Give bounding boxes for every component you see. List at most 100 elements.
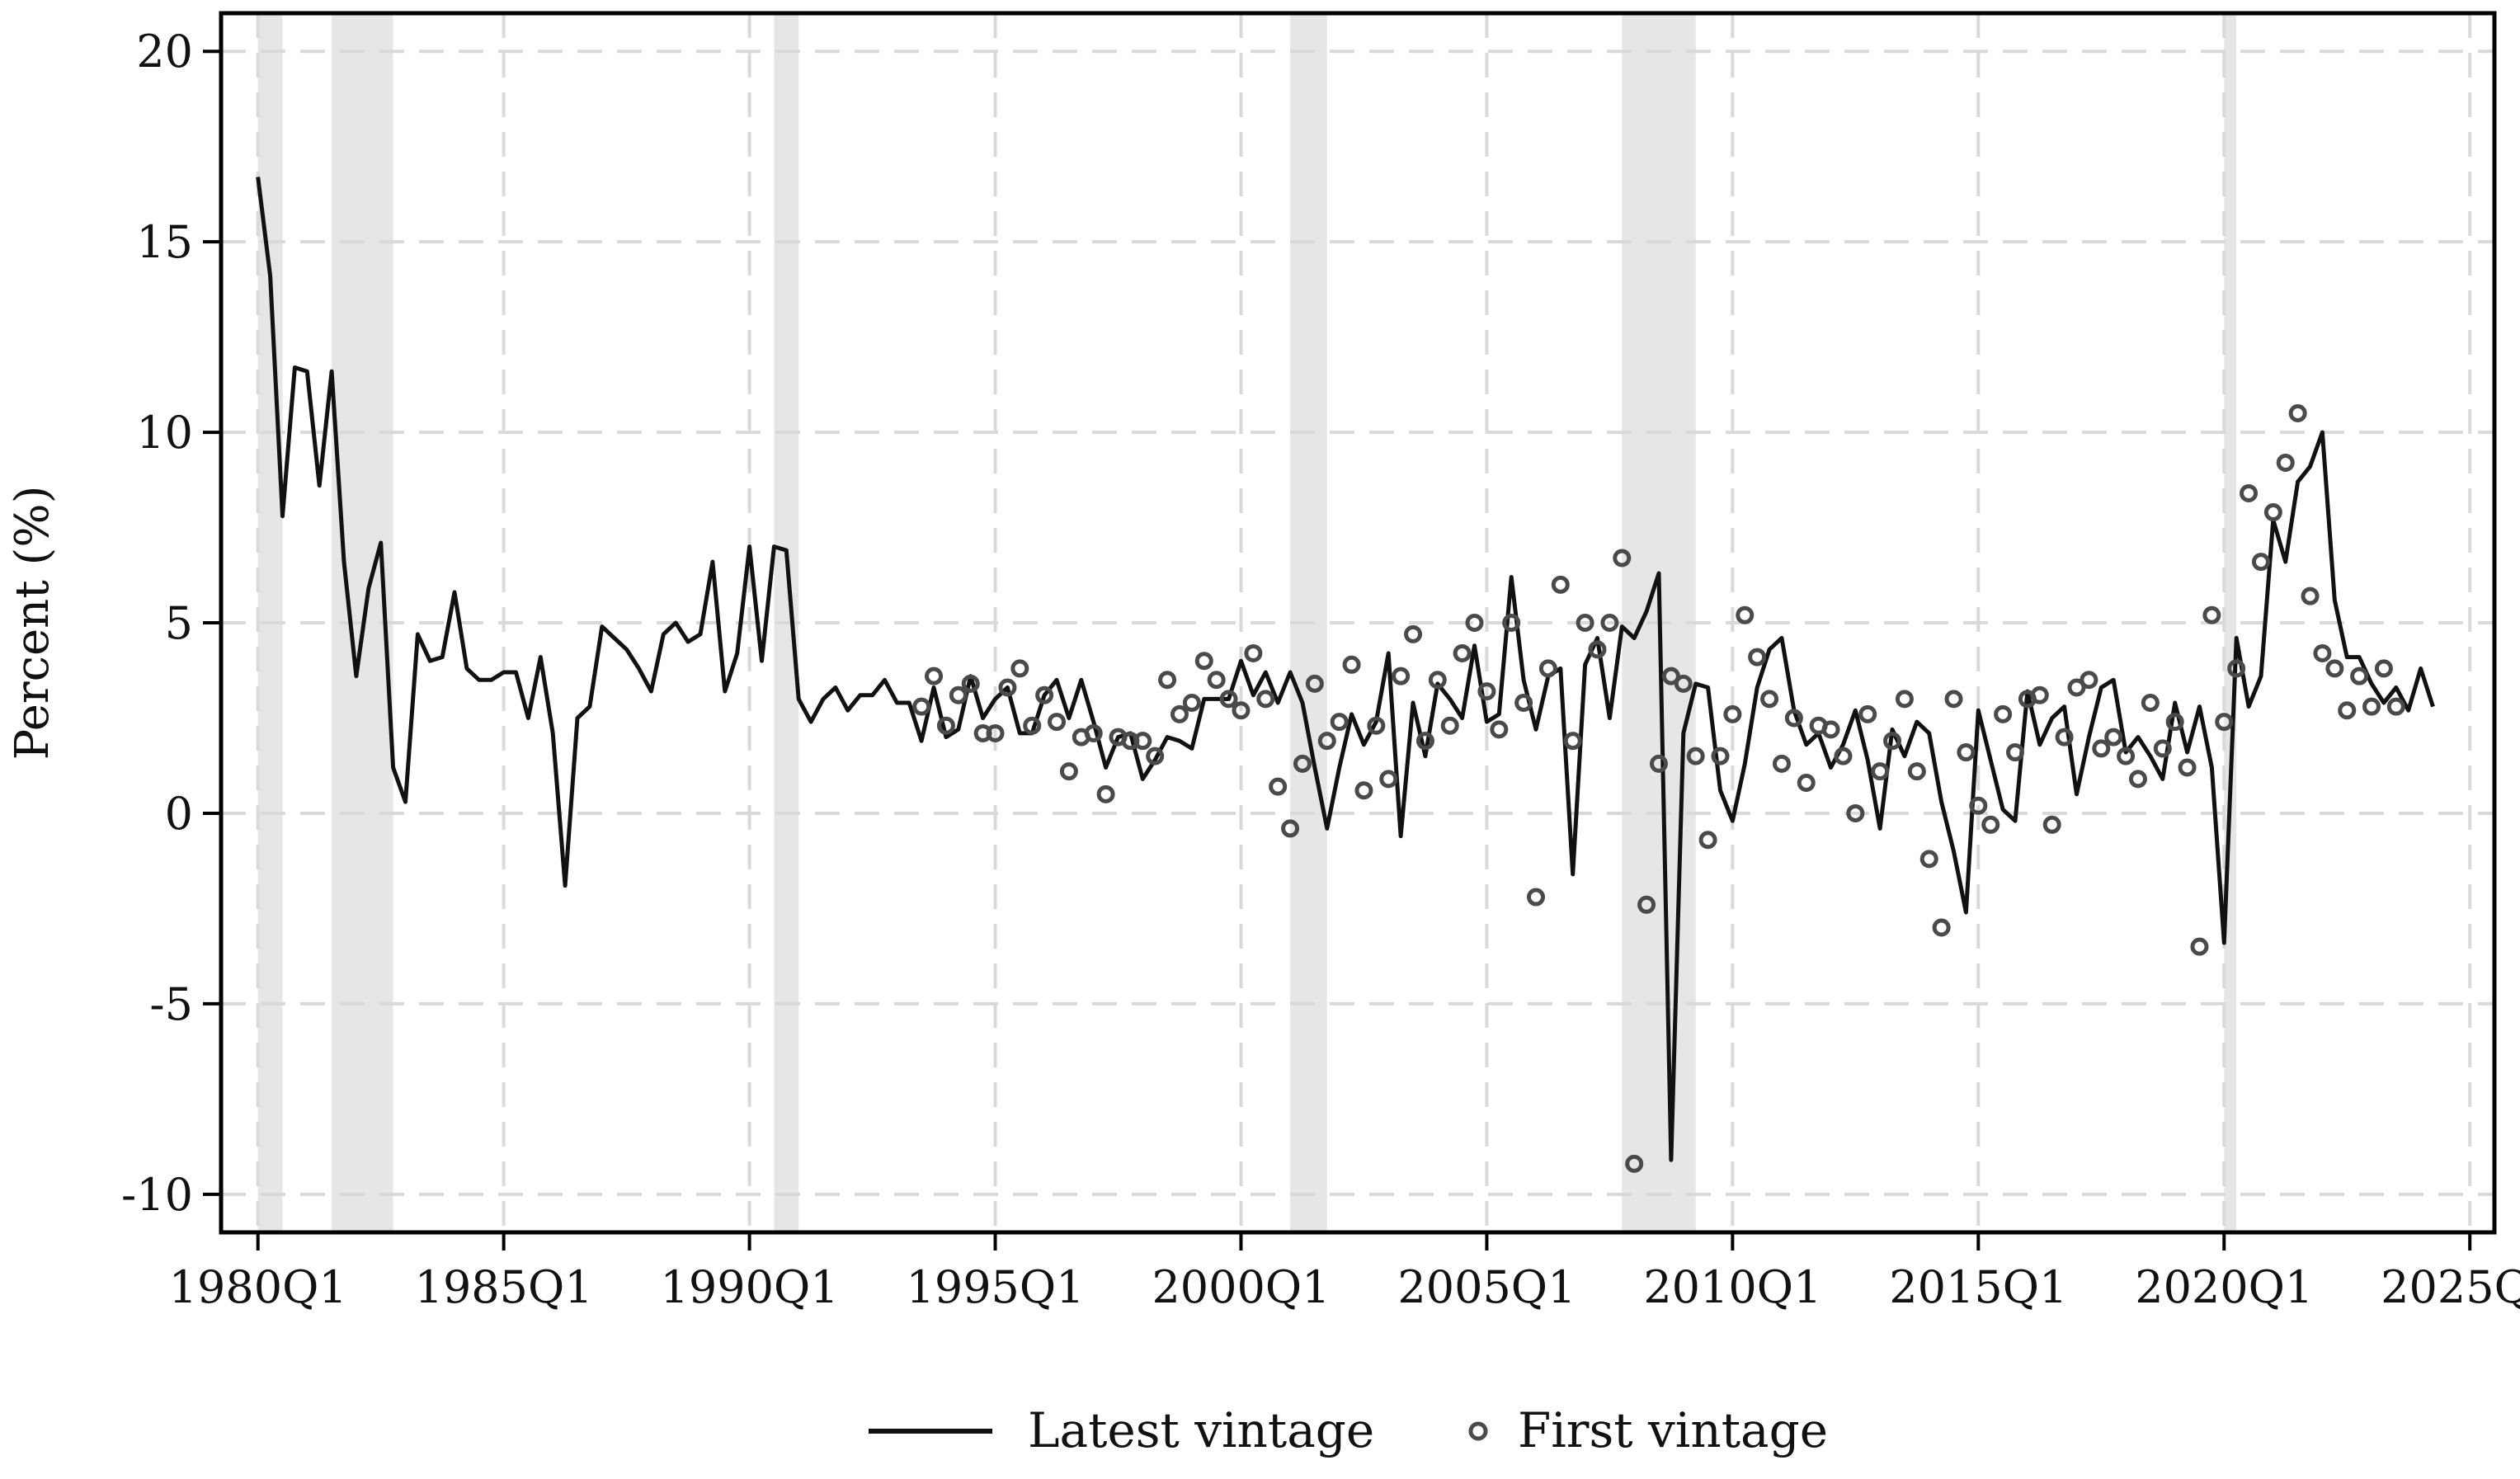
data-point-first-vintage <box>1465 614 1484 632</box>
data-point-first-vintage <box>1219 690 1238 709</box>
data-point-first-vintage <box>1969 796 1988 815</box>
data-point-first-vintage <box>1182 693 1201 712</box>
data-point-first-vintage <box>1035 685 1054 704</box>
data-point-first-vintage <box>1723 704 1742 723</box>
y-tick-label: 15 <box>136 216 193 268</box>
data-point-first-vintage <box>1354 781 1373 800</box>
data-point-first-vintage <box>1477 682 1496 701</box>
data-point-first-vintage <box>1514 693 1533 712</box>
data-point-first-vintage <box>1158 671 1177 690</box>
data-point-first-vintage <box>1919 850 1938 869</box>
y-tick-label: 20 <box>136 26 193 78</box>
data-point-first-vintage <box>1932 918 1951 937</box>
data-point-first-vintage <box>1588 640 1607 659</box>
data-point-first-vintage <box>1415 732 1434 751</box>
y-axis: 20 15 10 5 0 -5 -10 <box>121 26 221 1221</box>
data-point-first-vintage <box>1330 713 1349 732</box>
data-point-first-vintage <box>1551 575 1570 594</box>
data-point-first-vintage <box>2313 643 2332 662</box>
data-point-first-vintage <box>1613 549 1632 568</box>
data-point-first-vintage <box>2374 659 2393 678</box>
x-axis: 1980Q1 1985Q1 1990Q1 1995Q1 2000Q1 2005Q1 2010… <box>169 1232 2520 1313</box>
data-point-first-vintage <box>998 678 1017 697</box>
data-point-first-vintage <box>1563 732 1582 751</box>
x-tick-label: 2020Q1 <box>2135 1261 2313 1313</box>
data-point-first-vintage <box>2141 693 2160 712</box>
data-point-first-vintage <box>2227 659 2246 678</box>
recession-band <box>2224 13 2237 1232</box>
data-point-first-vintage <box>1797 773 1816 792</box>
data-point-first-vintage <box>1907 762 1926 781</box>
data-point-first-vintage <box>1821 720 1840 739</box>
data-point-first-vintage <box>1428 671 1447 690</box>
data-point-first-vintage <box>2301 586 2320 605</box>
data-point-first-vintage <box>1023 716 1042 735</box>
data-point-first-vintage <box>1133 732 1152 751</box>
data-point-first-vintage <box>1453 643 1472 662</box>
data-point-first-vintage <box>1846 803 1865 822</box>
data-point-first-vintage <box>925 666 944 685</box>
data-point-first-vintage <box>1895 690 1914 709</box>
data-point-first-vintage <box>936 716 955 735</box>
data-point-first-vintage <box>1305 674 1324 693</box>
data-point-first-vintage <box>1576 614 1594 632</box>
y-tick-label: 0 <box>165 788 193 840</box>
data-point-first-vintage <box>2030 685 2049 704</box>
legend: Latest vintage First vintage <box>869 1402 1828 1458</box>
data-point-first-vintage <box>1871 762 1890 781</box>
y-tick-label: -5 <box>149 978 193 1030</box>
x-tick-label: 1995Q1 <box>906 1261 1084 1313</box>
data-point-first-vintage <box>1784 709 1803 728</box>
data-point-first-vintage <box>2325 659 2344 678</box>
data-point-first-vintage <box>2288 403 2307 422</box>
data-point-first-vintage <box>1048 713 1067 732</box>
data-point-first-vintage <box>1858 704 1877 723</box>
data-point-first-vintage <box>1944 690 1963 709</box>
data-point-first-vintage <box>2240 483 2259 502</box>
data-point-first-vintage <box>2104 728 2123 747</box>
data-point-first-vintage <box>1404 624 1423 643</box>
data-point-first-vintage <box>1957 743 1976 762</box>
data-point-first-vintage <box>1269 777 1288 796</box>
y-tick-label: -10 <box>121 1169 193 1221</box>
data-point-first-vintage <box>2067 678 2086 697</box>
data-point-first-vintage <box>1883 732 1902 751</box>
data-point-first-vintage <box>2362 697 2381 716</box>
data-point-first-vintage <box>1981 815 2000 834</box>
latest-vintage-series <box>256 177 2435 1162</box>
x-tick-label: 1985Q1 <box>415 1261 593 1313</box>
grid-lines <box>221 13 2494 1232</box>
data-point-first-vintage <box>2350 666 2369 685</box>
data-point-first-vintage <box>1490 720 1509 739</box>
data-point-first-vintage <box>1010 659 1029 678</box>
data-point-first-vintage <box>1379 770 1398 789</box>
data-point-first-vintage <box>1760 690 1779 709</box>
y-axis-label: Percent (%) <box>6 486 59 761</box>
data-point-first-vintage <box>961 674 980 693</box>
y-tick-label: 5 <box>165 597 193 649</box>
data-point-first-vintage <box>1293 754 1312 773</box>
data-point-first-vintage <box>949 685 968 704</box>
data-point-first-vintage <box>1748 648 1767 666</box>
x-tick-label: 1980Q1 <box>169 1261 347 1313</box>
data-point-first-vintage <box>1367 716 1386 735</box>
data-point-first-vintage <box>2276 454 2295 473</box>
data-point-first-vintage <box>2386 697 2405 716</box>
data-point-first-vintage <box>2338 701 2357 720</box>
data-point-first-vintage <box>1084 723 1103 742</box>
data-point-first-vintage <box>1440 716 1459 735</box>
data-point-first-vintage <box>1244 643 1263 662</box>
data-point-first-vintage <box>1834 747 1853 765</box>
data-point-first-vintage <box>1698 831 1717 850</box>
data-point-first-vintage <box>1342 655 1361 674</box>
data-point-first-vintage <box>2055 728 2074 747</box>
legend-swatch-marker <box>1468 1421 1488 1441</box>
y-tick-label: 10 <box>136 407 193 459</box>
data-point-first-vintage <box>1194 652 1213 671</box>
legend-label-latest-vintage: Latest vintage <box>1028 1402 1374 1458</box>
x-tick-label: 1990Q1 <box>661 1261 839 1313</box>
data-point-first-vintage <box>2202 605 2221 624</box>
data-point-first-vintage <box>2092 739 2111 758</box>
